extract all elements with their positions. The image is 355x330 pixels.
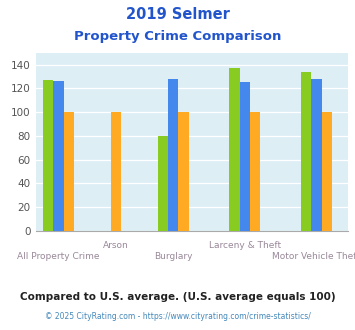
Text: All Property Crime: All Property Crime (17, 252, 100, 261)
Bar (240, 82, 250, 231)
Text: Property Crime Comparison: Property Crime Comparison (74, 30, 281, 43)
Bar (168, 79, 178, 231)
Bar (53, 81, 64, 231)
Bar (229, 68, 240, 231)
Text: Larceny & Theft: Larceny & Theft (209, 241, 281, 249)
Bar (301, 72, 311, 231)
Bar (111, 112, 121, 231)
Text: Arson: Arson (103, 241, 129, 249)
Bar (311, 79, 322, 231)
Bar (178, 112, 189, 231)
Bar (43, 80, 53, 231)
Bar (250, 112, 260, 231)
Text: Burglary: Burglary (154, 252, 192, 261)
Text: Motor Vehicle Theft: Motor Vehicle Theft (272, 252, 355, 261)
Bar (322, 112, 332, 231)
Text: Compared to U.S. average. (U.S. average equals 100): Compared to U.S. average. (U.S. average … (20, 292, 335, 302)
Text: © 2025 CityRating.com - https://www.cityrating.com/crime-statistics/: © 2025 CityRating.com - https://www.city… (45, 312, 310, 321)
Bar (64, 112, 74, 231)
Bar (158, 136, 168, 231)
Text: 2019 Selmer: 2019 Selmer (126, 7, 229, 21)
